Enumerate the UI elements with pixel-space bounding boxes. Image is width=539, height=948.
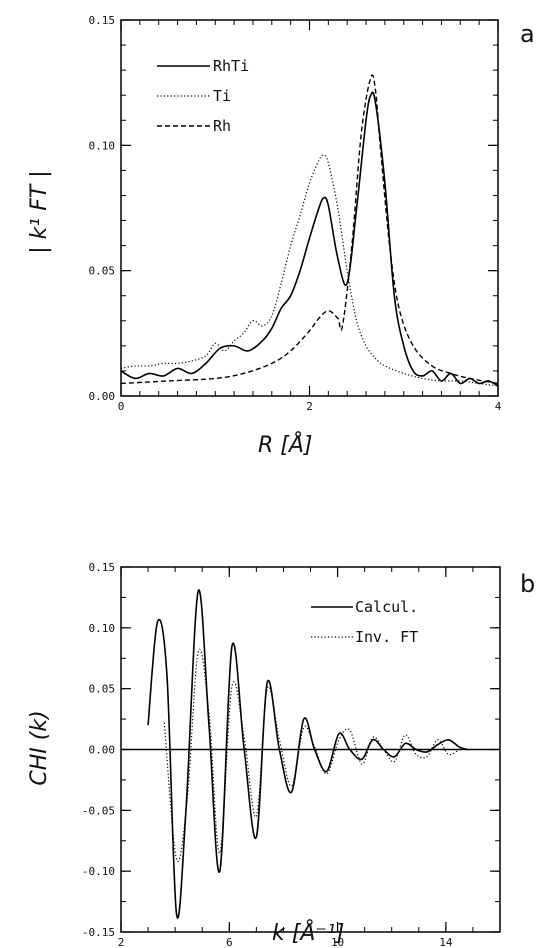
y-tick-label: 0.05 bbox=[89, 265, 116, 278]
y-tick-label: 0.10 bbox=[89, 622, 116, 635]
panel-a-series bbox=[120, 74, 499, 387]
series-line-ti bbox=[120, 154, 499, 387]
panel-a-legend: RhTi Ti Rh bbox=[157, 57, 249, 135]
panel-b-letter: b bbox=[520, 570, 535, 598]
panel-b-x-axis-label: k [Å⁻¹] bbox=[272, 919, 344, 946]
y-tick-label: 0.05 bbox=[89, 683, 116, 696]
x-tick-label: 0 bbox=[118, 400, 125, 413]
legend-label-inv-ft: Inv. FT bbox=[355, 628, 418, 646]
panel-b-series bbox=[121, 589, 500, 919]
series-line-rh bbox=[120, 74, 499, 385]
series-line-rhti bbox=[120, 91, 499, 387]
legend-label-rh: Rh bbox=[213, 117, 231, 135]
y-tick-label: 0.00 bbox=[89, 390, 116, 403]
x-tick-label: 14 bbox=[439, 936, 453, 948]
panel-a-letter: a bbox=[520, 20, 535, 48]
panel-b-ticks: 2 6 10 14 0.15 0.10 0.05 0.00 -0.05 -0.10 -0.15 bbox=[82, 561, 501, 948]
y-tick-label: -0.05 bbox=[82, 804, 115, 817]
legend-label-calcul: Calcul. bbox=[355, 598, 418, 616]
x-tick-label: 2 bbox=[306, 400, 313, 413]
x-tick-label: 2 bbox=[118, 936, 125, 948]
x-tick-label: 4 bbox=[495, 400, 502, 413]
legend-label-rhti: RhTi bbox=[213, 57, 249, 75]
panel-a-plot-frame bbox=[120, 19, 499, 397]
panel-a-x-axis-label: R [Å] bbox=[258, 431, 313, 458]
x-tick-label: 10 bbox=[331, 936, 344, 948]
y-tick-label: 0.00 bbox=[89, 744, 116, 757]
x-tick-label: 6 bbox=[226, 936, 233, 948]
y-tick-label: -0.10 bbox=[82, 865, 115, 878]
panel-b: b k [Å⁻¹] CHI (k) 2 6 10 14 0.15 0.10 0.05 0.00… bbox=[27, 561, 535, 948]
legend-label-ti: Ti bbox=[213, 87, 231, 105]
y-tick-label: -0.15 bbox=[82, 926, 115, 939]
panel-b-legend: Calcul. Inv. FT bbox=[311, 598, 418, 646]
panel-a-y-axis-label: | k¹ FT | bbox=[27, 170, 52, 253]
series-line-inv-ft bbox=[163, 648, 460, 862]
panel-a-ticks: 0 2 4 0.00 0.05 0.10 0.15 bbox=[89, 14, 502, 413]
y-tick-label: 0.10 bbox=[89, 139, 116, 152]
panel-b-y-axis-label: CHI (k) bbox=[27, 710, 52, 785]
series-line-calcul bbox=[147, 589, 468, 919]
panel-a: a R [Å] | k¹ FT | 0 2 4 0.00 0.05 0.10 0.15 Rh… bbox=[27, 14, 535, 458]
y-tick-label: 0.15 bbox=[89, 561, 116, 574]
y-tick-label: 0.15 bbox=[89, 14, 116, 27]
